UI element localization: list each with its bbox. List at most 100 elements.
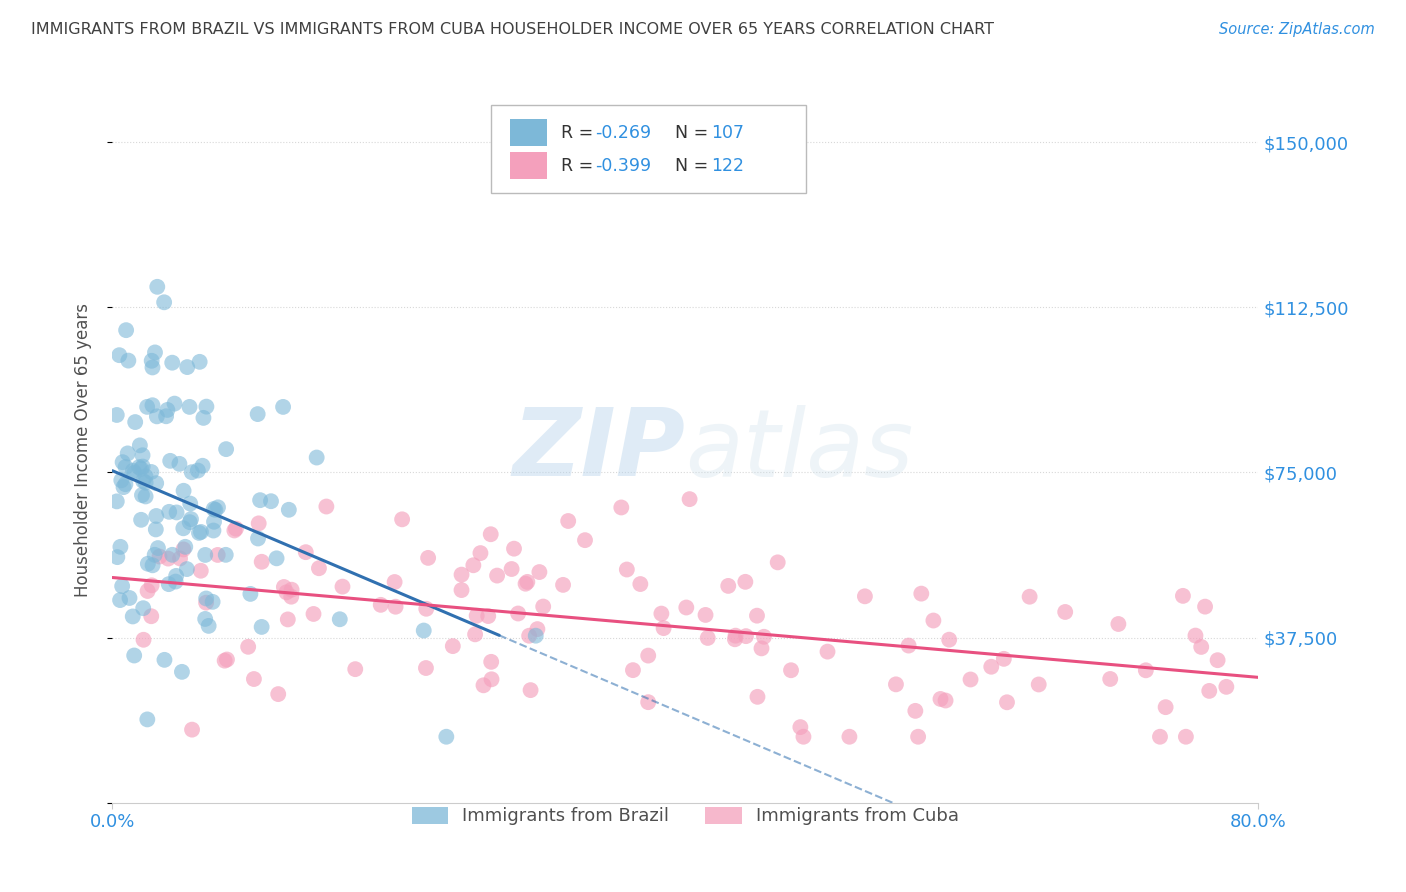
Immigrants from Brazil (132, 459, 155, 474)
Immigrants from Brazil (176, 360, 198, 375)
Immigrants from Cuba (132, 632, 155, 647)
Immigrants from Brazil (215, 442, 238, 457)
Immigrants from Brazil (136, 400, 159, 414)
Immigrants from Brazil (118, 591, 141, 605)
Immigrants from Cuba (418, 550, 440, 565)
Immigrants from Cuba (503, 541, 526, 556)
Immigrants from Cuba (344, 662, 367, 676)
Immigrants from Cuba (734, 574, 756, 589)
Immigrants from Brazil (166, 505, 188, 519)
Immigrants from Brazil (156, 403, 179, 417)
Immigrants from Cuba (652, 621, 675, 635)
Immigrants from Cuba (501, 562, 523, 576)
Immigrants from Brazil (202, 502, 225, 516)
Immigrants from Brazil (260, 494, 283, 508)
Immigrants from Brazil (135, 469, 157, 483)
Immigrants from Brazil (165, 574, 187, 589)
Immigrants from Cuba (1215, 680, 1237, 694)
Immigrants from Brazil (204, 503, 226, 517)
Immigrants from Brazil (201, 595, 224, 609)
Immigrants from Cuba (391, 512, 413, 526)
Immigrants from Cuba (922, 614, 945, 628)
Text: R =: R = (561, 124, 599, 142)
Immigrants from Cuba (897, 639, 920, 653)
Immigrants from Brazil (195, 400, 218, 414)
Immigrants from Brazil (122, 648, 145, 663)
Immigrants from Cuba (243, 672, 266, 686)
Immigrants from Cuba (621, 663, 644, 677)
Immigrants from Cuba (789, 720, 811, 734)
Immigrants from Cuba (747, 690, 769, 704)
Text: R =: R = (561, 157, 599, 175)
Immigrants from Cuba (1198, 684, 1220, 698)
Immigrants from Cuba (1174, 730, 1197, 744)
Immigrants from Brazil (187, 464, 209, 478)
Immigrants from Brazil (172, 521, 194, 535)
Immigrants from Cuba (141, 578, 163, 592)
Immigrants from Brazil (110, 540, 132, 554)
Immigrants from Cuba (481, 673, 503, 687)
Immigrants from Brazil (193, 410, 215, 425)
Immigrants from Brazil (146, 409, 169, 424)
Immigrants from Cuba (136, 584, 159, 599)
Text: -0.399: -0.399 (595, 157, 651, 175)
Immigrants from Brazil (117, 353, 139, 368)
Immigrants from Cuba (267, 687, 290, 701)
Immigrants from Cuba (780, 663, 803, 677)
Immigrants from Brazil (160, 356, 183, 370)
Immigrants from Cuba (332, 580, 354, 594)
Immigrants from Cuba (315, 500, 337, 514)
Immigrants from Brazil (117, 446, 139, 460)
Immigrants from Brazil (412, 624, 434, 638)
Immigrants from Cuba (751, 641, 773, 656)
Immigrants from Brazil (246, 407, 269, 421)
Immigrants from Cuba (277, 612, 299, 626)
Immigrants from Brazil (115, 323, 138, 337)
Immigrants from Brazil (247, 532, 270, 546)
Immigrants from Cuba (526, 622, 548, 636)
Immigrants from Brazil (105, 494, 128, 508)
Immigrants from Brazil (143, 345, 166, 359)
Immigrants from Brazil (249, 493, 271, 508)
Immigrants from Cuba (517, 629, 540, 643)
Immigrants from Cuba (470, 546, 492, 560)
Immigrants from Brazil (173, 483, 195, 498)
Immigrants from Cuba (745, 608, 768, 623)
Immigrants from Brazil (197, 619, 219, 633)
Immigrants from Cuba (1099, 672, 1122, 686)
Immigrants from Brazil (194, 612, 217, 626)
Immigrants from Cuba (1028, 677, 1050, 691)
Immigrants from Cuba (724, 632, 747, 647)
Immigrants from Cuba (450, 583, 472, 598)
Immigrants from Cuba (551, 578, 574, 592)
Immigrants from Brazil (163, 396, 186, 410)
Immigrants from Cuba (929, 692, 952, 706)
Immigrants from Brazil (157, 505, 180, 519)
Immigrants from Cuba (1189, 640, 1212, 654)
Immigrants from Brazil (108, 348, 131, 362)
Immigrants from Cuba (486, 568, 509, 582)
Immigrants from Cuba (515, 576, 537, 591)
Text: Source: ZipAtlas.com: Source: ZipAtlas.com (1219, 22, 1375, 37)
Immigrants from Cuba (838, 730, 860, 744)
FancyBboxPatch shape (510, 153, 547, 179)
Immigrants from Cuba (904, 704, 927, 718)
Immigrants from Cuba (959, 673, 981, 687)
Immigrants from Cuba (169, 551, 191, 566)
Immigrants from Cuba (148, 549, 170, 564)
Immigrants from Cuba (1154, 700, 1177, 714)
Immigrants from Cuba (224, 524, 246, 538)
Immigrants from Cuba (907, 730, 929, 744)
Immigrants from Cuba (464, 627, 486, 641)
Legend: Immigrants from Brazil, Immigrants from Cuba: Immigrants from Brazil, Immigrants from … (405, 799, 966, 832)
Immigrants from Cuba (557, 514, 579, 528)
Immigrants from Cuba (616, 562, 638, 576)
Immigrants from Brazil (122, 464, 145, 478)
Immigrants from Brazil (191, 458, 214, 473)
Immigrants from Cuba (415, 661, 437, 675)
Immigrants from Cuba (695, 607, 717, 622)
Immigrants from Brazil (188, 355, 211, 369)
Immigrants from Brazil (136, 557, 159, 571)
Immigrants from Brazil (145, 508, 167, 523)
Immigrants from Brazil (112, 480, 135, 494)
